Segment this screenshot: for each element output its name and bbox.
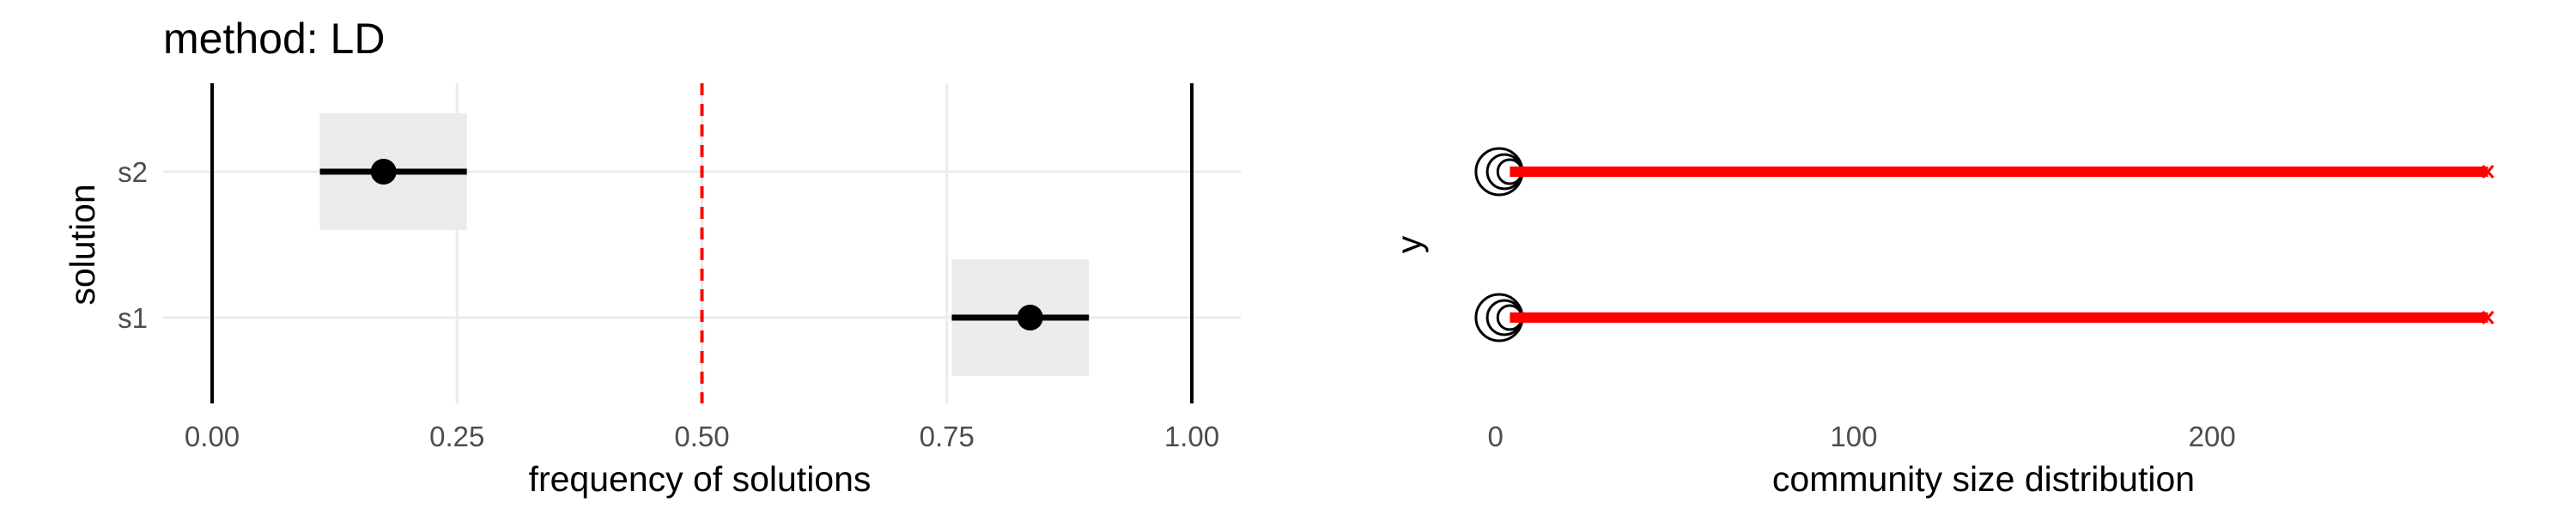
right-x-axis-title: community size distribution [1772,459,2195,499]
x-tick-label: 1.00 [1164,421,1219,452]
left-panel: method: LD 0.00 0.25 0.50 0.75 1.00 s2 s1 fre… [63,15,1241,499]
left-x-axis-title: frequency of solutions [529,459,872,499]
x-tick-label: 0.75 [920,421,975,452]
left-chart-title: method: LD [163,15,385,63]
point-estimate [1017,305,1043,330]
x-tick-label: 0.00 [185,421,240,452]
right-x-tick-labels: 0 100 200 [1488,421,2236,452]
right-panel: 0 100 200 community size distribution y [1389,147,2494,499]
x-tick-label: 200 [2189,421,2236,452]
x-tick-label: 100 [1830,421,1877,452]
left-x-tick-labels: 0.00 0.25 0.50 0.75 1.00 [185,421,1219,452]
y-tick-label: s2 [118,156,148,188]
community-size-end-mark [2482,311,2494,324]
right-y-axis-title: y [1389,235,1429,253]
community-size-end-mark [2482,165,2494,179]
x-tick-label: 0.50 [674,421,729,452]
x-tick-label: 0 [1488,421,1504,452]
x-tick-label: 0.25 [429,421,484,452]
left-y-tick-labels: s2 s1 [118,156,148,334]
right-marks [1474,147,2494,342]
left-reference-lines [210,83,1194,403]
y-tick-label: s1 [118,302,148,334]
point-estimate [370,159,397,185]
left-y-axis-title: solution [63,184,102,305]
left-marks [319,113,1090,376]
